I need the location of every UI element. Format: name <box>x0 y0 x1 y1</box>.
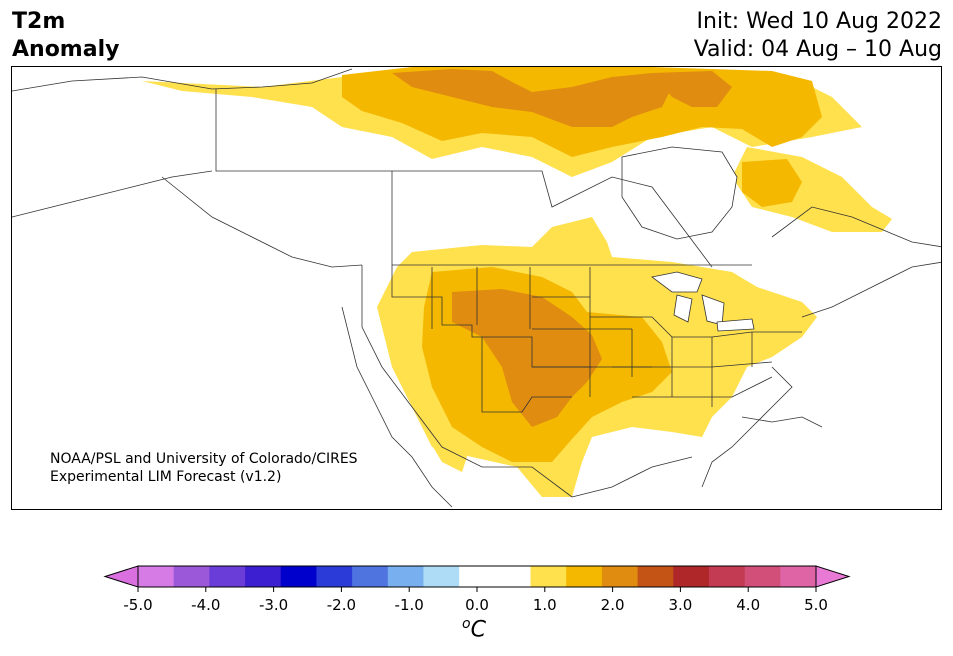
colorbar-swatch <box>138 566 175 587</box>
colorbar-tick-label: -1.0 <box>395 596 424 614</box>
map-panel: NOAA/PSL and University of Colorado/CIRE… <box>11 66 942 510</box>
colorbar-swatch <box>708 566 746 587</box>
colorbar-tick-label: 2.0 <box>601 596 625 614</box>
colorbar-swatch <box>280 566 317 587</box>
colorbar-swatch <box>637 566 674 587</box>
anomaly-level-3-shading <box>392 69 732 427</box>
colorbar-swatch <box>780 566 817 587</box>
colorbar-swatch <box>245 566 282 587</box>
hudson-bay <box>621 146 738 240</box>
colorbar-swatch <box>530 566 567 587</box>
great-lakes <box>651 271 755 332</box>
valid-range: Valid: 04 Aug – 10 Aug <box>693 37 942 62</box>
colorbar-under-extension <box>103 565 139 588</box>
colorbar-tick-label: -4.0 <box>191 596 220 614</box>
colorbar-unit: oC <box>462 616 486 643</box>
title-type: Anomaly <box>12 37 120 62</box>
colorbar-swatch <box>387 566 424 587</box>
init-date: Init: Wed 10 Aug 2022 <box>696 9 942 34</box>
map-title: T2m Anomaly <box>12 8 119 64</box>
colorbar-tick-label: -3.0 <box>259 596 288 614</box>
colorbar-swatch <box>209 566 246 587</box>
colorbar-swatch <box>316 566 353 587</box>
colorbar-tick-label: -5.0 <box>123 596 152 614</box>
colorbar-swatch <box>744 566 781 587</box>
colorbar: -5.0 -4.0 -3.0 -2.0 -1.0 0.0 1.0 2.0 3.0 4.0 5.0 <box>0 560 953 656</box>
colorbar-tick-label: 0.0 <box>465 596 489 614</box>
date-info: Init: Wed 10 Aug 2022 Valid: 04 Aug – 10… <box>694 8 942 64</box>
colorbar-swatch <box>566 566 603 587</box>
colorbar-tick-label: 3.0 <box>668 596 692 614</box>
colorbar-tick-label: 1.0 <box>533 596 557 614</box>
colorbar-graphic: -5.0 -4.0 -3.0 -2.0 -1.0 0.0 1.0 2.0 3.0 4.0 5.0 <box>103 565 851 614</box>
colorbar-tick-label: -2.0 <box>327 596 356 614</box>
colorbar-tick-label: 5.0 <box>804 596 828 614</box>
colorbar-swatch <box>173 566 210 587</box>
colorbar-swatch <box>601 566 639 587</box>
colorbar-swatch <box>352 566 389 587</box>
colorbar-swatch <box>494 566 532 587</box>
colorbar-swatch <box>423 566 460 587</box>
political-boundaries <box>12 68 941 508</box>
colorbar-over-extension <box>815 565 851 588</box>
credit-text: NOAA/PSL and University of Colorado/CIRE… <box>50 451 358 485</box>
colorbar-tick-label: 4.0 <box>736 596 760 614</box>
anomaly-map <box>12 67 941 508</box>
colorbar-swatch <box>673 566 710 587</box>
colorbar-swatch <box>459 566 496 587</box>
title-variable: T2m <box>12 9 66 34</box>
